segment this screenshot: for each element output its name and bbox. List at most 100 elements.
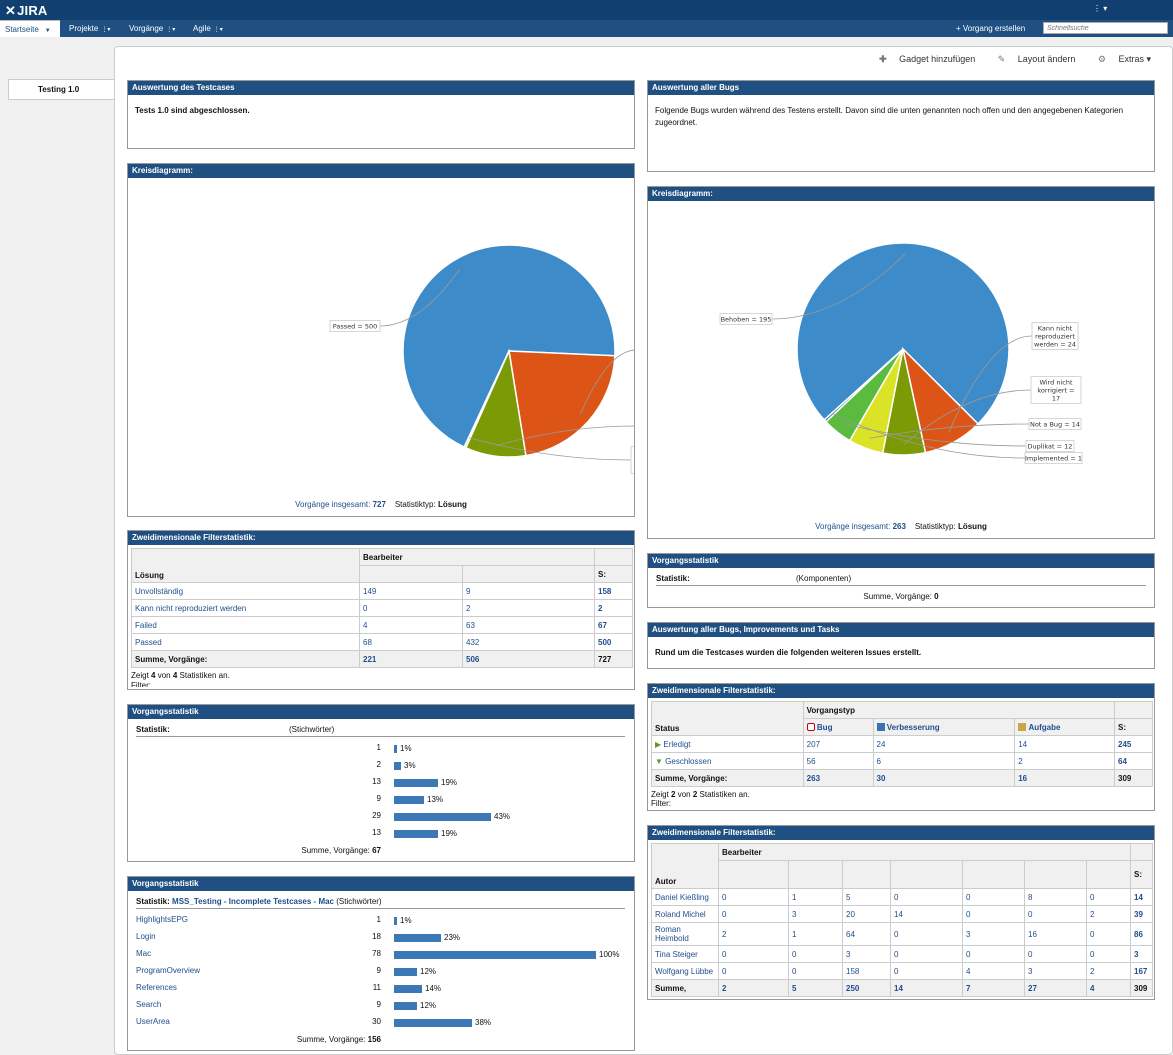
cell[interactable]: 8 [1024, 888, 1087, 906]
cell[interactable]: 63 [462, 616, 595, 634]
row-label[interactable]: Unvollständig [131, 582, 360, 600]
row-label[interactable]: Kann nicht reproduziert werden [131, 599, 360, 617]
pie-chart-bugs[interactable]: Behoben = 195 Kann nicht reproduziert werde… [648, 201, 1154, 521]
col-label[interactable]: Verbesserung [886, 722, 940, 732]
cell[interactable]: 0 [718, 888, 789, 906]
pie-slice[interactable] [823, 348, 904, 423]
gadget-title[interactable]: Kreisdiagramm: [128, 164, 634, 178]
gadget-title[interactable]: Zweidimensionale Filterstatistik: [648, 684, 1154, 698]
nav-projekte[interactable]: Projekte ⋮▾ [64, 20, 116, 37]
cell[interactable]: 4 [962, 962, 1025, 980]
row-sum[interactable]: 86 [1130, 922, 1153, 946]
cell[interactable]: 14 [1014, 735, 1116, 753]
cell[interactable]: 0 [359, 599, 463, 617]
sum-cell[interactable]: 221 [359, 650, 463, 668]
row-label[interactable]: Tina Steiger [651, 945, 719, 963]
gadget-title[interactable]: Zweidimensionale Filterstatistik: [648, 826, 1154, 840]
row-sum[interactable]: 500 [594, 633, 633, 651]
col-head-task[interactable]: Aufgabe [1014, 718, 1116, 736]
row-label[interactable]: Passed [131, 633, 360, 651]
cell[interactable]: 68 [359, 633, 463, 651]
gadget-title[interactable]: Vorgangsstatistik [128, 877, 634, 891]
stat-filter-link[interactable]: MSS_Testing - Incomplete Testcases - Mac [172, 897, 335, 906]
pie-slice[interactable] [796, 242, 1010, 425]
cell[interactable]: 0 [718, 905, 789, 923]
cell[interactable]: 14 [890, 979, 963, 997]
cell[interactable]: 250 [842, 979, 891, 997]
row-label[interactable]: Roman Heimbold [651, 922, 719, 946]
status-link[interactable]: Erledigt [663, 739, 691, 749]
cell[interactable]: 56 [802, 752, 874, 770]
cell[interactable]: 5 [788, 979, 843, 997]
search-input[interactable] [1043, 22, 1168, 34]
sum-cell[interactable]: 16 [1014, 769, 1116, 787]
gadget-title[interactable]: Auswertung aller Bugs, Improvements und … [648, 623, 1154, 637]
gadget-title[interactable]: Auswertung des Testcases [128, 81, 634, 95]
cell[interactable]: 3 [788, 905, 843, 923]
cell[interactable]: 0 [1024, 905, 1087, 923]
cell[interactable]: 3 [842, 945, 891, 963]
chevron-down-icon[interactable]: ▼ [44, 28, 51, 34]
row-sum[interactable]: 158 [594, 582, 633, 600]
row-label[interactable]: Roland Michel [651, 905, 719, 923]
row-sum[interactable]: 14 [1130, 888, 1153, 906]
col-head-improvement[interactable]: Verbesserung [872, 718, 1016, 736]
cell[interactable]: 20 [842, 905, 891, 923]
cell[interactable]: 0 [788, 962, 843, 980]
gadget-title[interactable]: Vorgangsstatistik [128, 705, 634, 719]
cell[interactable]: 6 [872, 752, 1016, 770]
total-value[interactable]: 727 [372, 500, 386, 509]
cell[interactable]: 1 [788, 922, 843, 946]
cell[interactable]: 0 [788, 945, 843, 963]
row-label[interactable]: ▼ Geschlossen [651, 752, 804, 770]
stat-row-label[interactable]: UserArea [136, 1017, 170, 1026]
stat-row-label[interactable]: HighlightsEPG [136, 915, 189, 924]
cell[interactable]: 24 [872, 735, 1016, 753]
cell[interactable]: 158 [842, 962, 891, 980]
user-menu[interactable]: ⋮ ▾ [1093, 4, 1108, 13]
cell[interactable]: 0 [962, 888, 1025, 906]
cell[interactable]: 0 [718, 962, 789, 980]
add-gadget-button[interactable]: ✚ Gadget hinzufügen [869, 54, 975, 64]
cell[interactable]: 2 [462, 599, 595, 617]
row-label[interactable]: Wolfgang Lübbe [651, 962, 719, 980]
cell[interactable]: 0 [890, 888, 963, 906]
row-sum[interactable]: 2 [594, 599, 633, 617]
cell[interactable]: 0 [1086, 922, 1131, 946]
row-label[interactable]: Failed [131, 616, 360, 634]
nav-agile[interactable]: Agile ⋮▾ [188, 20, 230, 37]
cell[interactable]: 2 [718, 979, 789, 997]
cell[interactable]: 16 [1024, 922, 1087, 946]
row-sum[interactable]: 67 [594, 616, 633, 634]
row-sum[interactable]: 64 [1114, 752, 1153, 770]
nav-startseite[interactable]: Startseite ▼ [0, 20, 60, 37]
cell[interactable]: 4 [359, 616, 463, 634]
cell[interactable]: 207 [802, 735, 874, 753]
col-head-bug[interactable]: Bug [802, 718, 874, 736]
sum-cell[interactable]: 506 [462, 650, 595, 668]
row-sum[interactable]: 3 [1130, 945, 1153, 963]
row-sum[interactable]: 167 [1130, 962, 1153, 980]
jira-logo[interactable]: ✕JIRA [5, 3, 48, 19]
cell[interactable]: 2 [1086, 905, 1131, 923]
pie-slice[interactable] [508, 350, 616, 457]
cell[interactable]: 432 [462, 633, 595, 651]
cell[interactable]: 0 [962, 905, 1025, 923]
cell[interactable]: 64 [842, 922, 891, 946]
cell[interactable]: 0 [1024, 945, 1087, 963]
sum-cell[interactable]: 30 [872, 769, 1016, 787]
col-label[interactable]: Aufgabe [1028, 722, 1061, 732]
edit-layout-button[interactable]: ✎ Layout ändern [988, 54, 1076, 64]
gadget-title[interactable]: Vorgangsstatistik [648, 554, 1154, 568]
cell[interactable]: 0 [890, 922, 963, 946]
row-sum[interactable]: 39 [1130, 905, 1153, 923]
cell[interactable]: 2 [1086, 962, 1131, 980]
stat-row-label[interactable]: Mac [136, 949, 152, 958]
cell[interactable]: 2 [1014, 752, 1116, 770]
cell[interactable]: 2 [718, 922, 789, 946]
stat-row-label[interactable]: Login [136, 932, 156, 941]
sum-cell[interactable]: 263 [802, 769, 874, 787]
cell[interactable]: 0 [1086, 945, 1131, 963]
col-label[interactable]: Bug [816, 722, 833, 732]
cell[interactable]: 27 [1024, 979, 1087, 997]
